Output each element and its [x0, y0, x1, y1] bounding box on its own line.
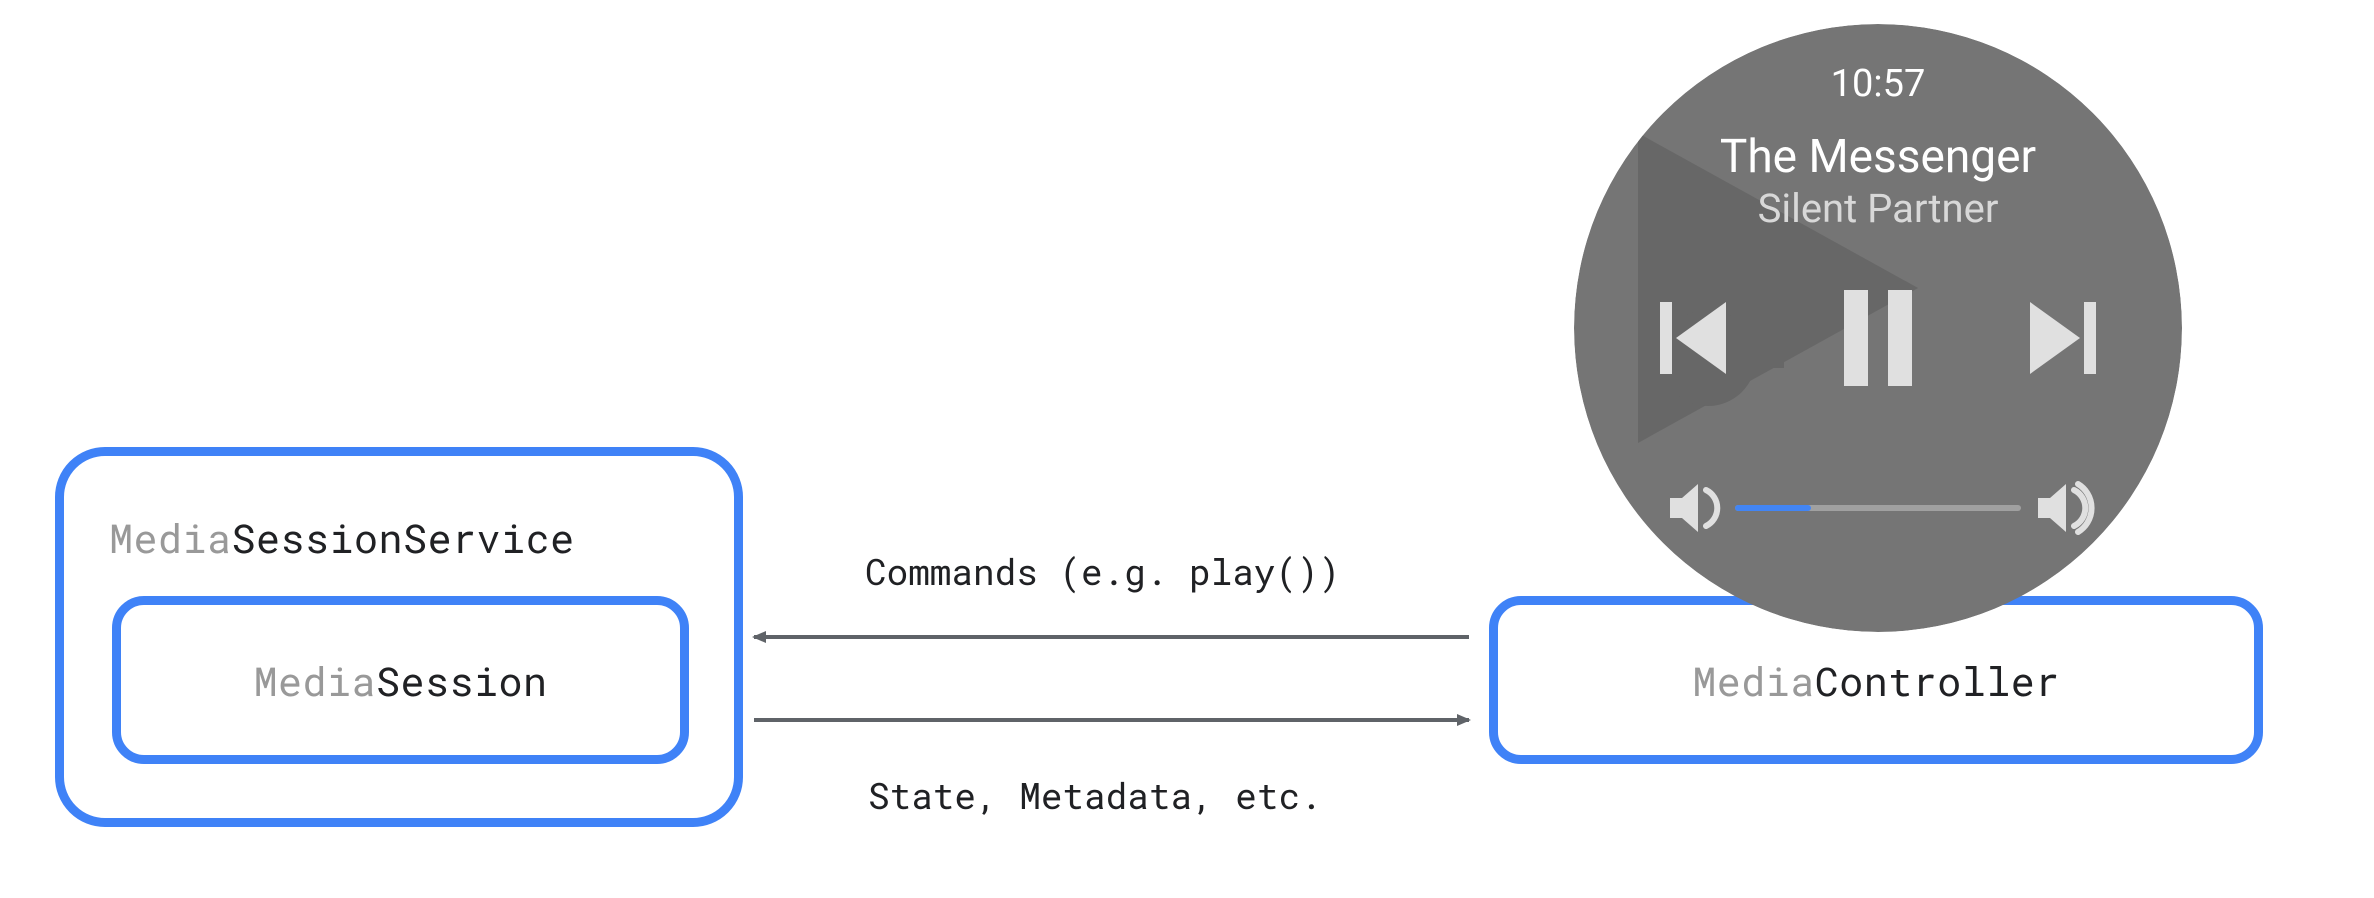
media-controller-label: MediaController: [1692, 654, 2060, 707]
media-controller-prefix: Media: [1692, 654, 1815, 707]
media-session-service-prefix: Media: [109, 511, 232, 564]
pause-icon[interactable]: [1844, 290, 1868, 386]
skip-previous-icon[interactable]: [1660, 302, 1672, 374]
state-arrow-label: State, Metadata, etc.: [868, 771, 1322, 819]
media-session-service-suffix: SessionService: [232, 511, 575, 564]
commands-arrow-label: Commands (e.g. play()): [865, 547, 1340, 595]
media-session-suffix: Session: [376, 654, 548, 707]
media-controller-suffix: Controller: [1815, 654, 2060, 707]
media-session-label: MediaSession: [253, 654, 547, 707]
skip-next-icon-bar[interactable]: [2084, 302, 2096, 374]
media-session-prefix: Media: [253, 654, 376, 707]
pause-icon-bar2[interactable]: [1888, 290, 1912, 386]
media-session-box: MediaSession: [112, 596, 689, 764]
watch-track-title: The Messenger: [1720, 130, 2036, 184]
watch-time: 10:57: [1831, 62, 1926, 106]
media-session-service-label: MediaSessionService: [109, 511, 575, 564]
watch-face: 10:57 The MessengerSilent Partner: [1574, 24, 2182, 632]
watch-svg: 10:57 The MessengerSilent Partner: [1574, 24, 2182, 632]
watch-artist: Silent Partner: [1758, 185, 1999, 232]
